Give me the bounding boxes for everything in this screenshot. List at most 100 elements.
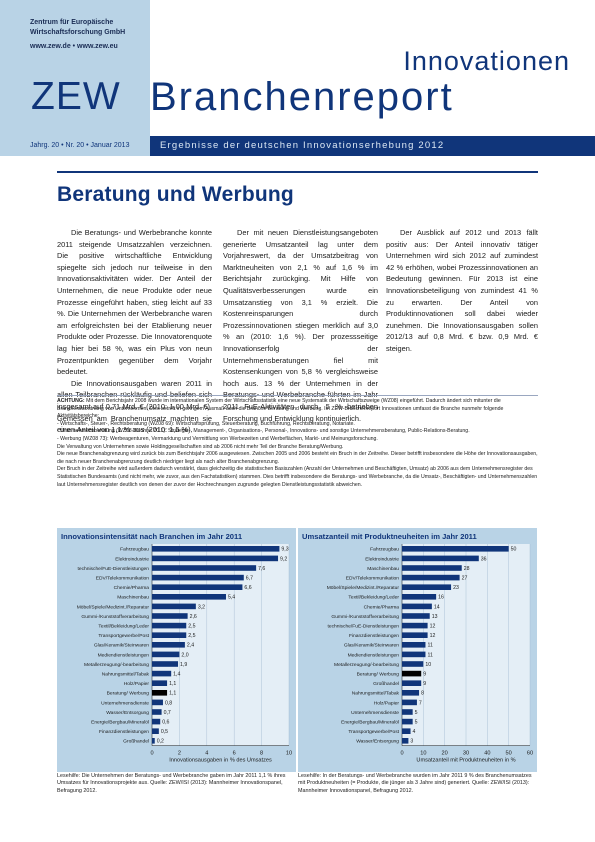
x-tick-label: 0	[400, 751, 403, 757]
chart-bar	[152, 709, 162, 715]
chart-bar	[402, 565, 462, 571]
chart-bar	[152, 661, 179, 667]
value-label: 3,2	[198, 604, 205, 610]
x-tick-label: 30	[463, 751, 469, 757]
institute-name-line2: Wirtschaftsforschung GmbH	[30, 28, 126, 36]
value-label: 2,5	[188, 624, 195, 630]
x-tick-label: 10	[420, 751, 426, 757]
value-label: 23	[453, 585, 459, 591]
chart-bar	[152, 584, 243, 590]
value-label: 1,4	[173, 672, 180, 678]
article-paragraph: Der Ausblick auf 2012 und 2013 fällt pos…	[386, 228, 538, 353]
chart-bar	[152, 651, 180, 658]
value-label: 5,4	[228, 595, 235, 601]
institute-web[interactable]: www.zew.de • www.zew.eu	[30, 43, 118, 50]
chart-bar	[402, 661, 424, 667]
x-tick-label: 50	[506, 751, 512, 757]
chart-bar	[402, 709, 413, 715]
value-label: 11	[427, 652, 432, 658]
chart-bar	[152, 728, 159, 734]
value-label: 8	[421, 691, 424, 697]
chart-bar	[152, 613, 188, 619]
chart-bar	[402, 584, 452, 590]
chart-bar	[402, 728, 411, 734]
chart-bar	[402, 690, 420, 696]
note-line: ACHTUNG: Mit dem Berichtsjahr 2008 wurde…	[57, 398, 538, 421]
category-label: Finanzdienstleistungen	[99, 729, 149, 735]
category-label: EDV/Telekommunikation	[96, 576, 150, 582]
value-label: 1,1	[169, 681, 176, 687]
value-label: 2,4	[187, 643, 194, 649]
category-label: Mediendienstleistungen	[348, 652, 400, 658]
value-label: 50	[511, 547, 517, 553]
zew-logo: ZEW	[31, 75, 121, 118]
heading-rule	[57, 171, 538, 173]
chart-bar	[152, 670, 172, 677]
category-label: technische/FuE-Dienstleistungen	[78, 566, 150, 572]
note-line: - Wirtschafts-, Steuer-, Rechtsberatung …	[57, 420, 355, 427]
paragraph-text: Die Innovationsausgaben waren 2011 in al…	[57, 378, 212, 435]
category-label: Holz/Papier	[124, 681, 150, 687]
value-label: 4	[413, 729, 416, 735]
category-label: Transportgewerbe/Post	[98, 633, 149, 639]
chart-caption: Lesehilfe: In der Beratungs- und Werbebr…	[298, 773, 532, 794]
value-label: 0,2	[157, 739, 164, 745]
value-label: 9,2	[280, 556, 287, 562]
issue-info: Jahrg. 20 • Nr. 20 • Januar 2013	[30, 142, 130, 149]
value-label: 11	[427, 643, 432, 649]
category-label: Transportgewerbe/Post	[348, 729, 399, 735]
institute-info: Zentrum für Europäische Wirtschaftsforsc…	[30, 18, 150, 52]
note-label: ACHTUNG:	[57, 398, 85, 404]
value-label: 10	[425, 662, 431, 668]
category-label: Maschinenbau	[117, 595, 149, 601]
publication-subtitle: Ergebnisse der deutschen Innovationserhe…	[160, 140, 445, 151]
issue-band	[0, 136, 150, 156]
chart-bar	[402, 670, 422, 677]
chart-bar	[402, 642, 426, 648]
chart-bar	[402, 603, 432, 610]
value-label: 36	[481, 556, 487, 562]
chart-bar	[402, 699, 417, 706]
chart-bar	[152, 690, 168, 696]
chart-bar	[402, 738, 409, 744]
chart-bar	[152, 555, 279, 562]
methodology-note: ACHTUNG: Mit dem Berichtsjahr 2008 wurde…	[57, 398, 538, 489]
publication-title-main: Branchenreport	[150, 75, 454, 119]
category-label: Energie/Bergbau/Mineralöl	[91, 720, 149, 726]
value-label: 6,6	[244, 585, 251, 591]
value-label: 5	[415, 710, 418, 716]
category-label: Energie/Bergbau/Mineralöl	[341, 720, 399, 726]
institute-name-line1: Zentrum für Europäische	[30, 19, 114, 26]
chart-bar	[402, 718, 413, 725]
category-label: Beratung/ Werbung	[357, 672, 400, 678]
chart-bar	[152, 718, 161, 725]
value-label: 14	[434, 604, 440, 610]
article-column-3: Der Ausblick auf 2012 und 2013 fällt pos…	[386, 227, 538, 355]
category-label: Glas/Keramik/Steinwaren	[94, 643, 149, 649]
chart-bar	[402, 632, 428, 638]
chart-bar	[402, 546, 509, 552]
value-label: 13	[432, 614, 438, 620]
x-tick-label: 40	[484, 751, 490, 757]
chart-bar	[402, 574, 460, 581]
article-paragraph: Die Innovationsausgaben waren 2011 in al…	[57, 378, 212, 436]
note-line: Die Verwaltung von Unternehmen sowie Hol…	[57, 443, 344, 450]
value-label: 28	[464, 566, 470, 572]
chart-bar	[152, 603, 196, 610]
chart-bar	[152, 574, 244, 581]
chart-bar	[152, 632, 187, 638]
value-label: 2,6	[190, 614, 197, 620]
value-label: 12	[430, 633, 436, 639]
x-axis-title: Umsatzanteil mit Produktneuheiten in %	[416, 758, 515, 764]
value-label: 9,3	[281, 547, 288, 553]
chart-bar	[152, 565, 257, 571]
category-label: Fahrzeugbau	[370, 547, 399, 553]
chart-bar	[152, 699, 163, 706]
publication-title-top: Innovationen	[403, 46, 570, 76]
category-label: Finanzdienstleistungen	[349, 633, 399, 639]
chart-bar	[402, 651, 426, 658]
category-label: Wasser/Entsorgung	[356, 739, 399, 745]
category-label: Möbel/Spiele/Medizint./Reparatur	[77, 604, 150, 610]
value-label: 7,6	[258, 566, 265, 572]
value-label: 3	[410, 739, 413, 745]
